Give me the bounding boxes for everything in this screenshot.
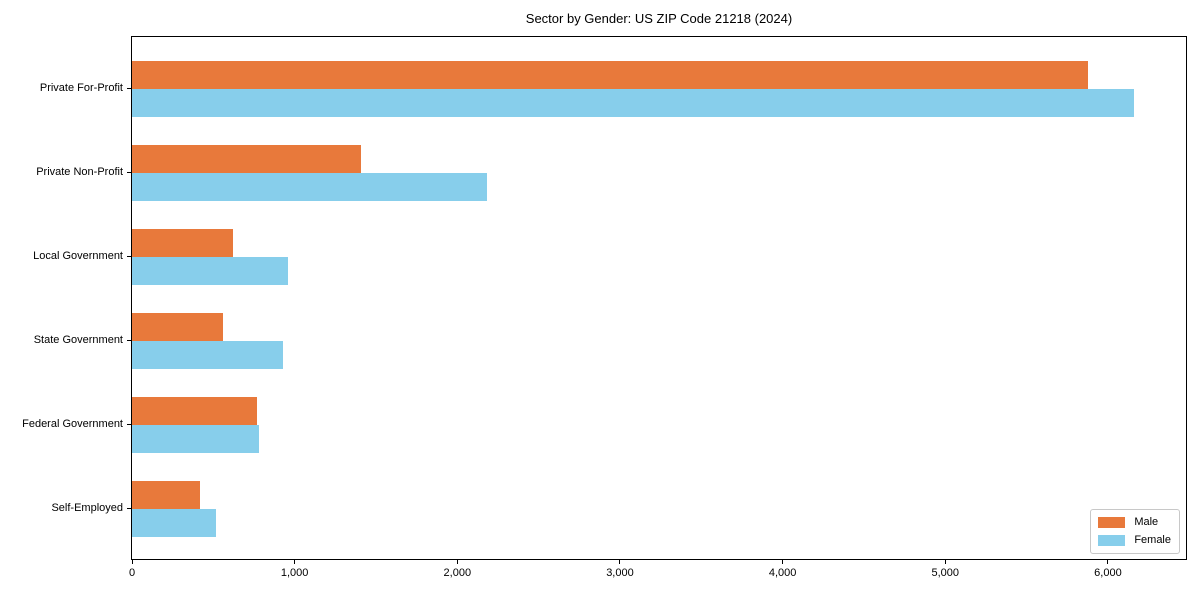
legend: Male Female	[1090, 509, 1180, 554]
xtick-label-6000: 6,000	[1094, 567, 1122, 579]
xtick-mark-0	[131, 560, 133, 564]
bar-female-local-government	[132, 257, 288, 285]
ytick-label-self-employed: Self-Employed	[51, 502, 123, 514]
xtick-label-2000: 2,000	[443, 567, 472, 579]
ytick-label-federal-government: Federal Government	[22, 418, 123, 430]
legend-label-male: Male	[1134, 516, 1159, 528]
xtick-mark-1000	[294, 560, 296, 564]
bar-male-federal-government	[132, 397, 257, 425]
legend-swatch-male	[1098, 517, 1126, 528]
plot-area: Male Female	[131, 36, 1187, 560]
bar-male-private-non-profit	[132, 145, 361, 173]
chart-title: Sector by Gender: US ZIP Code 21218 (202…	[525, 11, 793, 26]
ytick-mark-self-employed	[127, 508, 131, 509]
bar-female-self-employed	[132, 509, 216, 537]
bar-female-private-for-profit	[132, 89, 1134, 117]
xtick-mark-2000	[456, 560, 458, 564]
xtick-label-3000: 3,000	[606, 567, 634, 579]
ytick-mark-private-non-profit	[127, 172, 131, 173]
ytick-mark-local-government	[127, 256, 131, 257]
bar-female-private-non-profit	[132, 173, 487, 201]
xtick-mark-6000	[1107, 560, 1109, 564]
xtick-label-0: 0	[128, 567, 136, 579]
ytick-mark-state-government	[127, 340, 131, 341]
xtick-mark-3000	[619, 560, 621, 564]
ytick-label-state-government: State Government	[33, 334, 123, 346]
bar-female-state-government	[132, 341, 283, 369]
legend-entry-male: Male	[1098, 516, 1171, 529]
ytick-mark-private-for-profit	[127, 88, 131, 89]
ytick-label-local-government: Local Government	[33, 250, 123, 262]
legend-entry-female: Female	[1098, 534, 1171, 547]
ytick-mark-federal-government	[127, 424, 131, 425]
bar-female-federal-government	[132, 425, 259, 453]
bar-male-private-for-profit	[132, 61, 1088, 89]
legend-label-female: Female	[1134, 534, 1171, 546]
ytick-label-private-non-profit: Private Non-Profit	[36, 166, 123, 178]
bar-male-local-government	[132, 229, 233, 257]
legend-swatch-female	[1098, 535, 1126, 546]
ytick-label-private-for-profit: Private For-Profit	[39, 82, 123, 94]
xtick-label-5000: 5,000	[931, 567, 960, 579]
xtick-label-4000: 4,000	[768, 567, 797, 579]
xtick-label-1000: 1,000	[280, 567, 309, 579]
xtick-mark-5000	[944, 560, 946, 564]
xtick-mark-4000	[782, 560, 784, 564]
bar-male-state-government	[132, 313, 223, 341]
bar-male-self-employed	[132, 481, 200, 509]
